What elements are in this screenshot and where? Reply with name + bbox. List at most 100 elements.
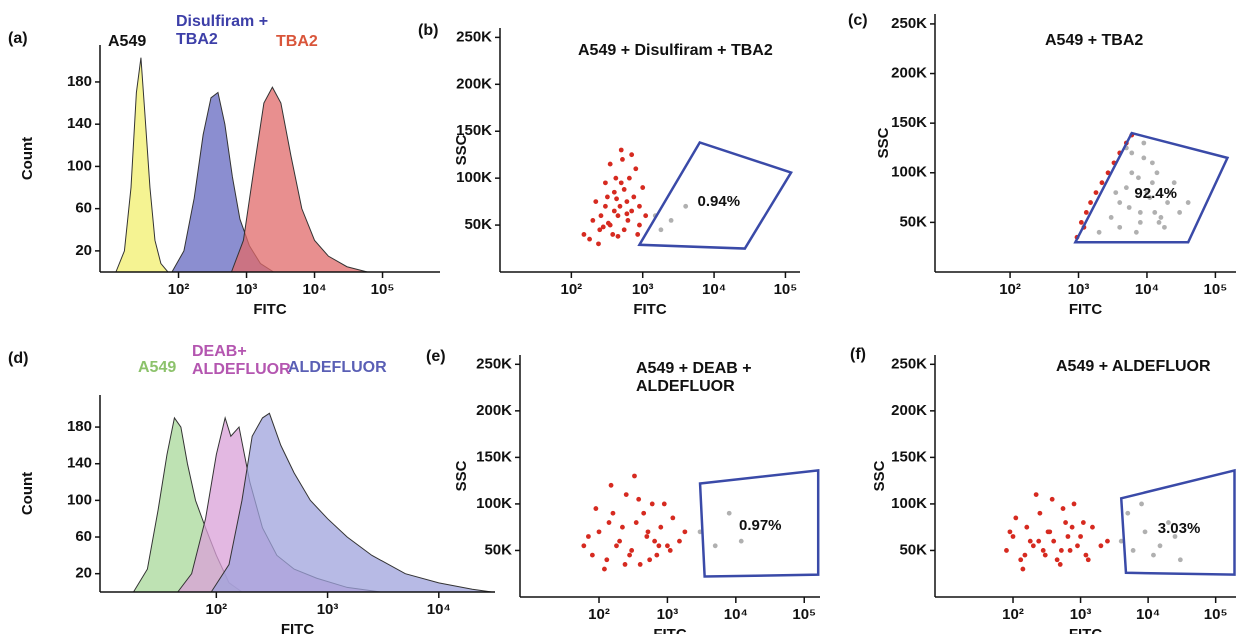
y-tick-label: 250K	[456, 28, 492, 45]
point	[624, 199, 630, 205]
point	[1013, 515, 1019, 521]
panel-letter: (f)	[850, 346, 866, 363]
histogram-area	[230, 86, 368, 273]
y-axis-label: SSC	[453, 134, 470, 165]
point	[617, 538, 622, 544]
point	[1185, 200, 1191, 205]
point	[590, 217, 596, 223]
point	[1093, 190, 1099, 196]
x-tick-label: 10²	[561, 281, 583, 298]
point	[1158, 215, 1164, 220]
point	[647, 557, 653, 563]
point	[614, 196, 619, 202]
point	[1022, 552, 1028, 558]
point	[1133, 229, 1139, 235]
x-tick-label: 10³	[317, 601, 339, 618]
point	[621, 187, 627, 192]
x-tick-label: 10⁴	[724, 606, 748, 623]
point	[593, 199, 599, 205]
point	[1099, 180, 1105, 186]
histogram-area	[115, 57, 170, 273]
x-tick-label: 10²	[1002, 606, 1024, 623]
point	[1177, 210, 1183, 215]
point	[615, 213, 621, 219]
point	[1065, 534, 1071, 539]
point	[726, 510, 732, 516]
point	[1177, 557, 1183, 563]
x-tick-label: 10³	[1068, 281, 1090, 298]
x-axis-label: FITC	[253, 301, 286, 318]
x-tick-label: 10⁵	[1204, 281, 1228, 298]
panel: 92.4% 50K 100K 150K 200K 250K 10² 10³ 10⁴ 10⁵ FITC…	[875, 14, 1236, 318]
point	[603, 203, 608, 209]
point	[1137, 219, 1143, 225]
point	[617, 203, 623, 209]
panel: 0.94% 50K 100K 150K 200K 250K 10² 10³ 10⁴ 10⁵ FITC…	[453, 28, 800, 318]
point	[1151, 552, 1156, 558]
point	[618, 180, 624, 186]
point	[606, 520, 612, 525]
point	[629, 548, 635, 553]
point	[1069, 524, 1075, 530]
y-tick-label: 250K	[891, 355, 927, 372]
point	[621, 227, 627, 233]
legend-label: TBA2	[276, 33, 318, 50]
y-tick-label: 140	[67, 455, 92, 472]
y-tick-label: 250K	[891, 15, 927, 32]
point	[1166, 520, 1171, 525]
point	[1020, 566, 1026, 572]
y-tick-label: 50K	[899, 213, 927, 230]
y-axis-label: SSC	[453, 460, 470, 491]
point	[1083, 210, 1089, 215]
x-tick-label: 10⁴	[702, 281, 726, 298]
point	[1060, 506, 1066, 511]
point	[636, 496, 642, 502]
panel-letter: (e)	[426, 348, 446, 365]
point	[614, 543, 619, 549]
x-tick-label: 10²	[205, 601, 227, 618]
x-tick-label: 10²	[999, 281, 1021, 298]
panel-letter: (c)	[848, 12, 868, 29]
panel-letter: (b)	[418, 22, 439, 39]
point	[1033, 492, 1039, 498]
point	[643, 213, 649, 219]
point	[637, 222, 642, 228]
point	[600, 224, 606, 230]
point	[602, 566, 607, 572]
y-tick-label: 140	[67, 115, 92, 132]
point	[644, 534, 650, 539]
y-tick-label: 200K	[456, 75, 492, 92]
y-tick-label: 200K	[891, 65, 927, 82]
y-tick-label: 150K	[891, 114, 927, 131]
y-axis-label: SSC	[875, 127, 892, 158]
point	[658, 227, 664, 233]
point	[1105, 170, 1111, 176]
point	[1042, 552, 1048, 558]
point	[1080, 520, 1086, 525]
point	[1172, 534, 1178, 539]
x-tick-label: 10³	[657, 606, 679, 623]
point	[1063, 520, 1068, 525]
panel-title: A549 + ALDEFLUOR	[1056, 358, 1211, 375]
x-tick-label: 10⁴	[302, 281, 326, 298]
x-axis-label: FITC	[653, 626, 686, 634]
point	[1125, 510, 1131, 516]
point	[605, 220, 611, 226]
point	[1057, 562, 1063, 567]
point	[1067, 548, 1073, 553]
point	[596, 529, 602, 535]
x-tick-label: 10⁵	[1204, 606, 1228, 623]
y-tick-label: 200K	[891, 402, 927, 419]
x-tick-label: 10⁴	[1135, 281, 1159, 298]
legend-label: A549	[138, 359, 177, 376]
panel-title: A549 + DEAB + ALDEFLUOR	[636, 360, 752, 395]
point	[586, 534, 591, 539]
point	[683, 203, 689, 209]
point	[1049, 496, 1055, 502]
point	[618, 147, 624, 153]
point	[1024, 524, 1030, 530]
point	[1096, 229, 1102, 235]
point	[598, 213, 604, 219]
point	[632, 473, 637, 479]
